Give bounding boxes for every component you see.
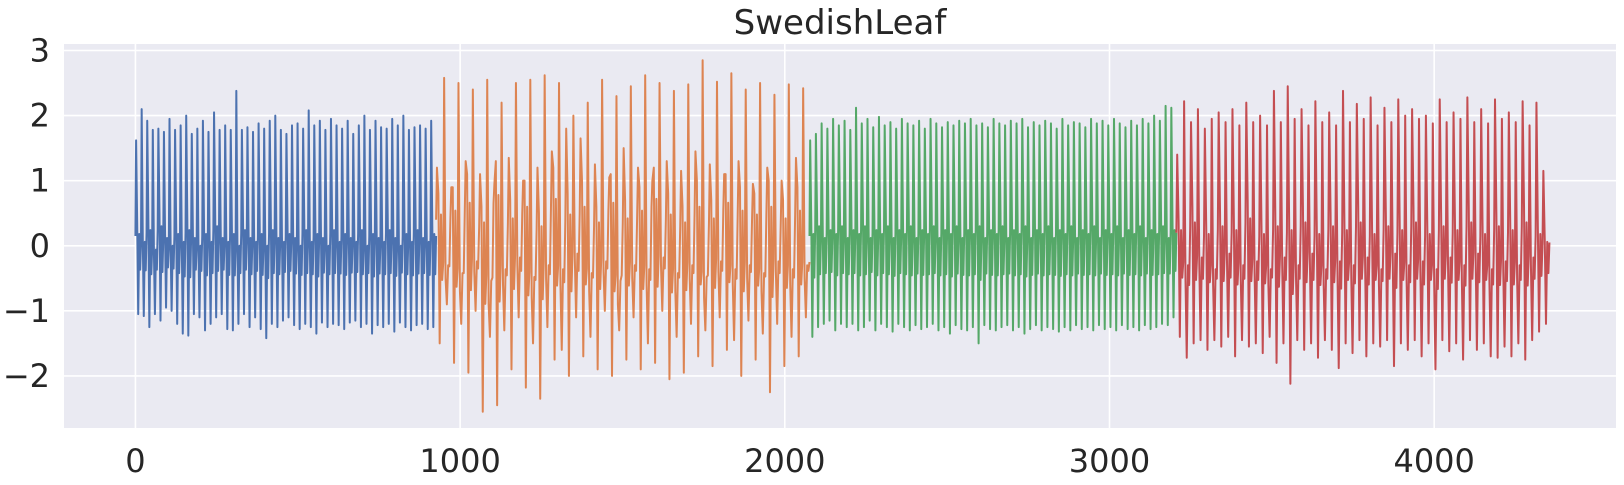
y-tick-label: 2 [30, 97, 50, 135]
x-tick-label: 2000 [744, 442, 825, 480]
x-tick-label: 4000 [1393, 442, 1474, 480]
x-tick-label: 0 [125, 442, 145, 480]
x-tick-label: 3000 [1069, 442, 1150, 480]
y-tick-label: 1 [30, 162, 50, 200]
y-tick-label: 0 [30, 227, 50, 265]
chart-title: SwedishLeaf [734, 3, 948, 43]
series-line-1 [134, 89, 438, 340]
series-line-4 [1175, 85, 1551, 385]
series-layer [134, 59, 1551, 413]
y-tick-label: −1 [3, 292, 50, 330]
y-tick-label: −2 [3, 357, 50, 395]
x-tick-label: 1000 [419, 442, 500, 480]
series-line-2 [435, 59, 811, 413]
series-line-3 [808, 104, 1178, 345]
tick-labels: 0 1000 2000 3000 4000 −2 −1 0 1 2 3 [3, 32, 1475, 480]
y-tick-label: 3 [30, 32, 50, 70]
